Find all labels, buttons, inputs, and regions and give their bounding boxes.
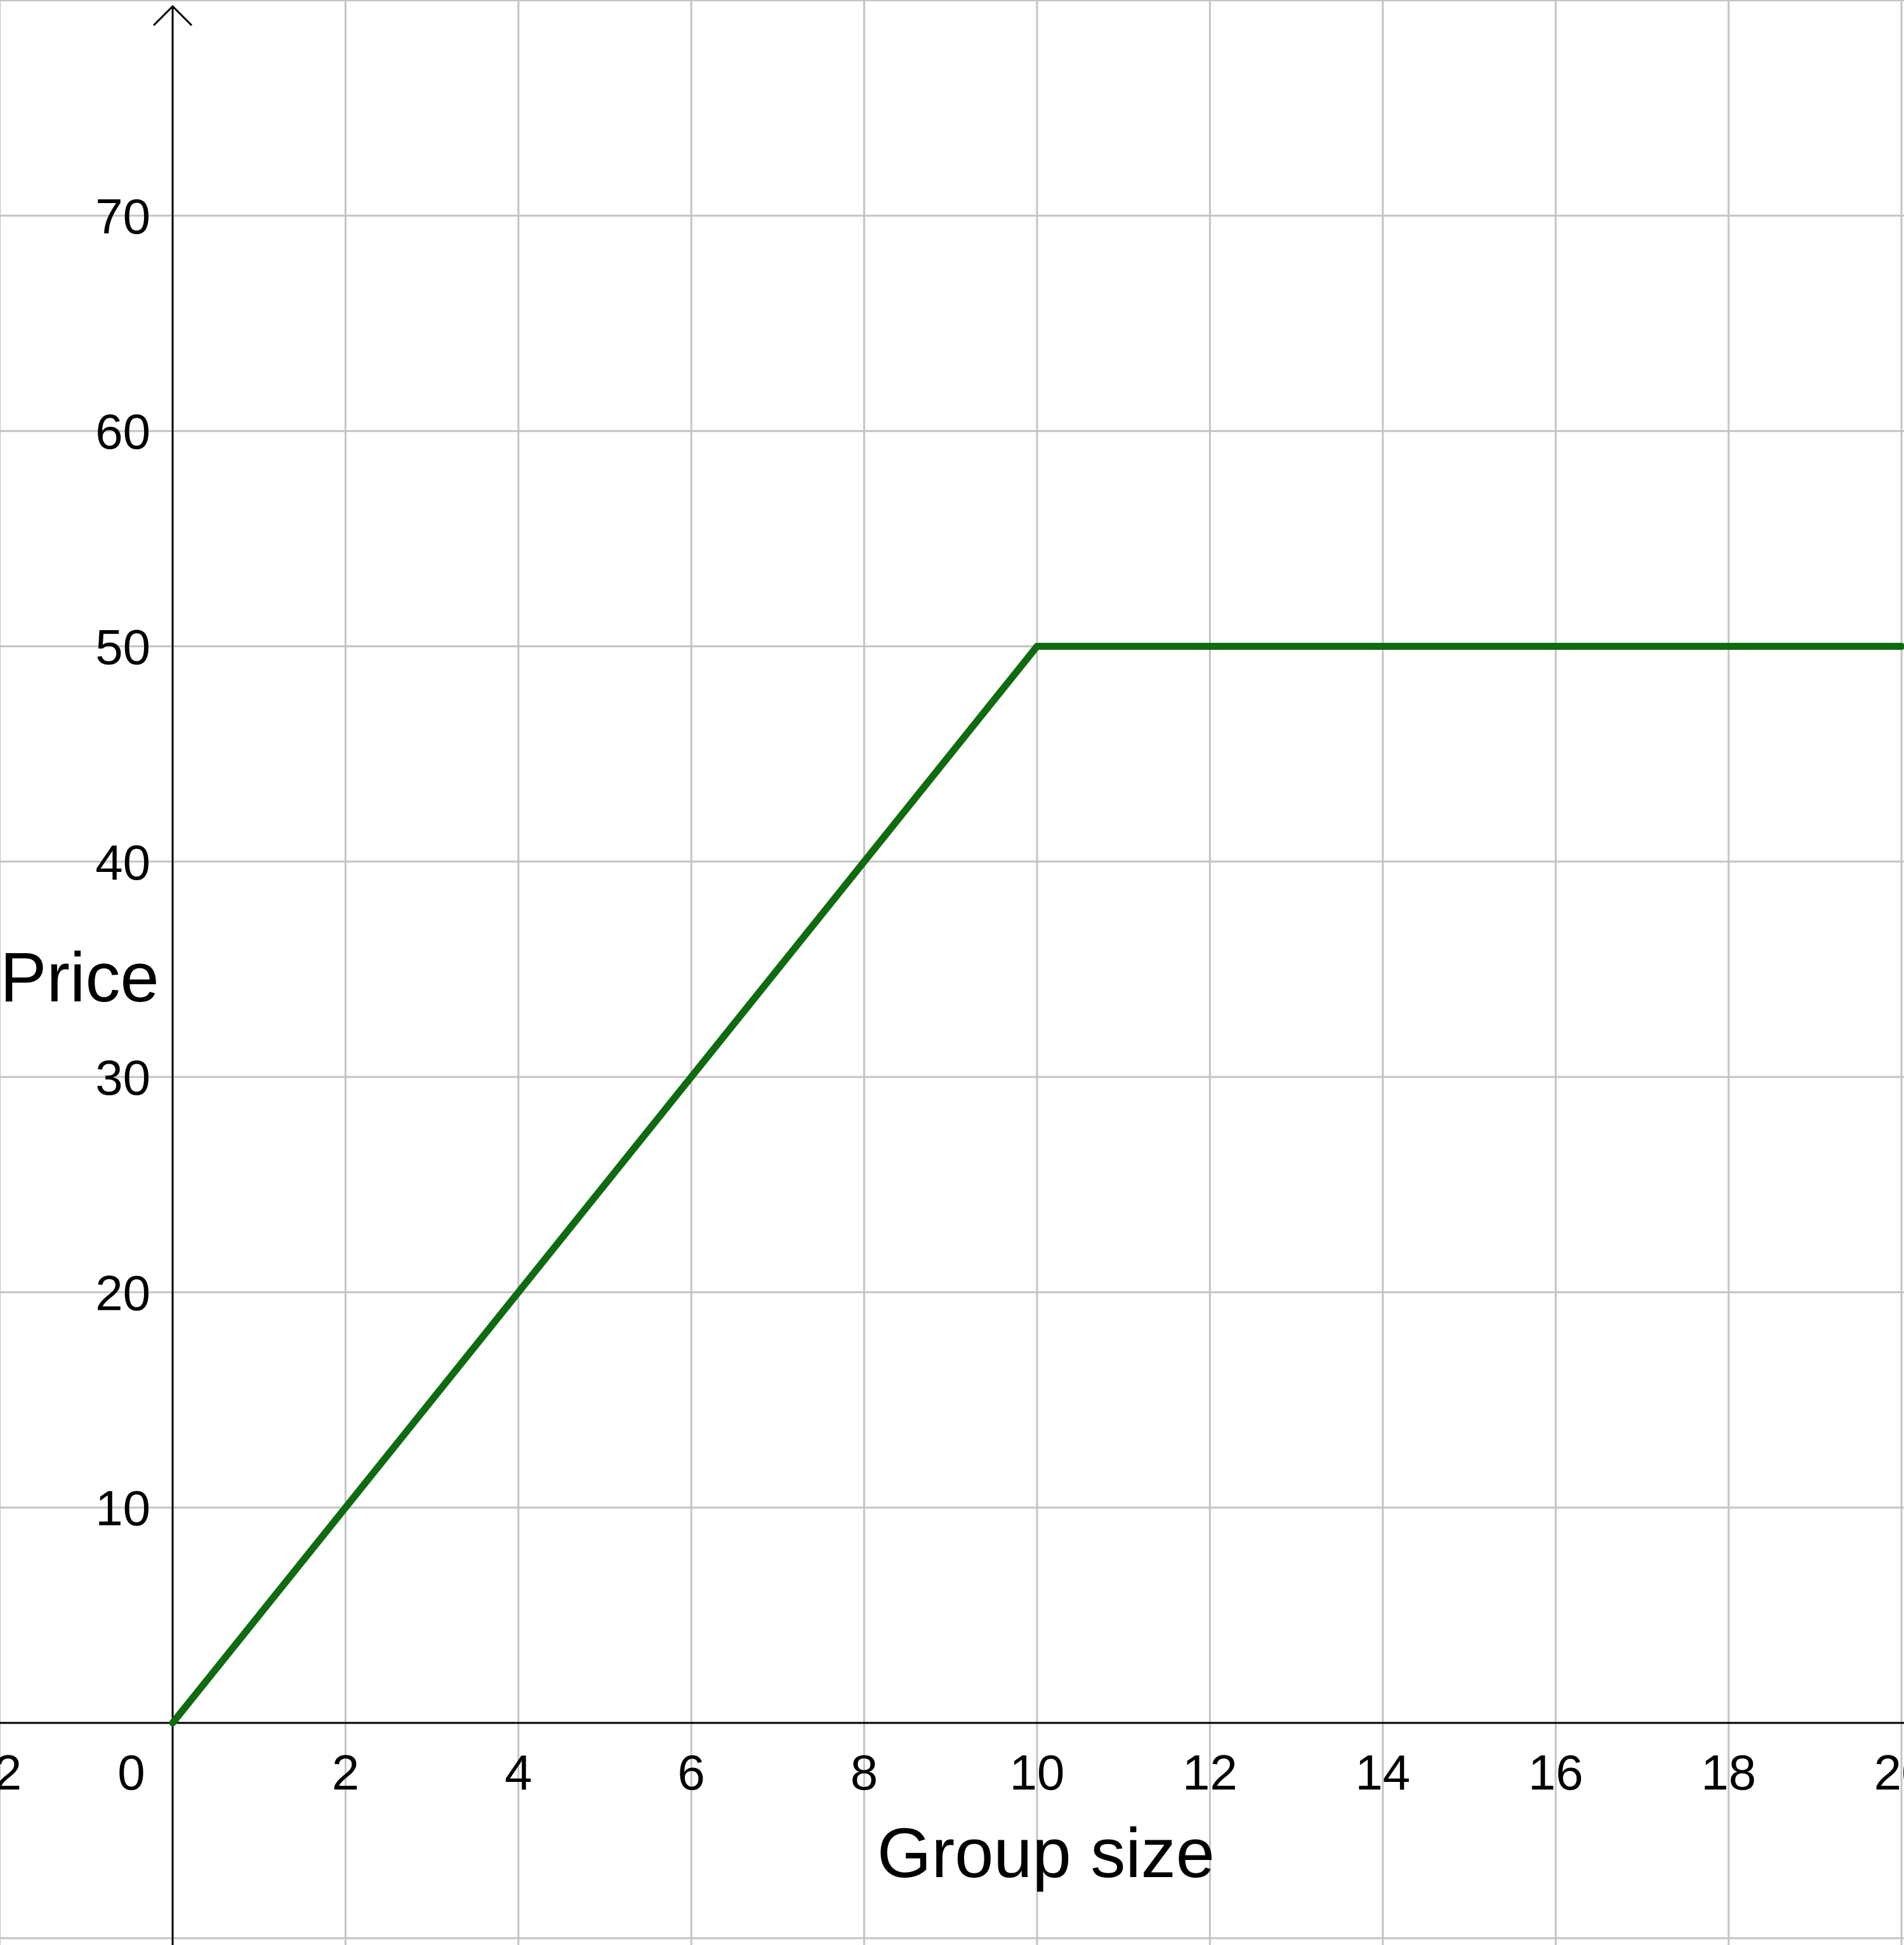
x-tick-label: 2 — [332, 1744, 359, 1800]
y-axis-title: Price — [0, 939, 159, 1017]
y-axis-arrow-icon — [152, 4, 193, 27]
y-tick-label: 50 — [95, 619, 150, 675]
y-tick-label: 30 — [95, 1050, 150, 1105]
x-tick-label: 18 — [1701, 1744, 1756, 1800]
x-tick-labels: -2 0 2 4 6 8 10 12 14 16 18 20 — [0, 1744, 1904, 1800]
x-tick-label: 10 — [1010, 1744, 1065, 1800]
axes — [0, 4, 1904, 1945]
series-line — [169, 643, 1904, 1727]
y-tick-labels: 10 20 30 40 50 60 70 — [95, 188, 150, 1536]
x-axis-title: Group size — [877, 1814, 1215, 1892]
x-tick-label: 16 — [1528, 1744, 1583, 1800]
y-tick-label: 70 — [95, 188, 150, 244]
series-group — [169, 643, 1904, 1727]
x-tick-label: 6 — [678, 1744, 705, 1800]
x-tick-label: 12 — [1182, 1744, 1238, 1800]
y-tick-label: 10 — [95, 1480, 150, 1536]
x-tick-label: 8 — [850, 1744, 878, 1800]
y-tick-label: 60 — [95, 404, 150, 459]
x-tick-label: -2 — [0, 1744, 22, 1800]
x-tick-label: 0 — [117, 1744, 145, 1800]
x-tick-label: 20 — [1874, 1744, 1904, 1800]
y-tick-label: 20 — [95, 1265, 150, 1321]
x-tick-label: 4 — [505, 1744, 532, 1800]
x-tick-label: 14 — [1355, 1744, 1410, 1800]
y-tick-label: 40 — [95, 834, 150, 890]
